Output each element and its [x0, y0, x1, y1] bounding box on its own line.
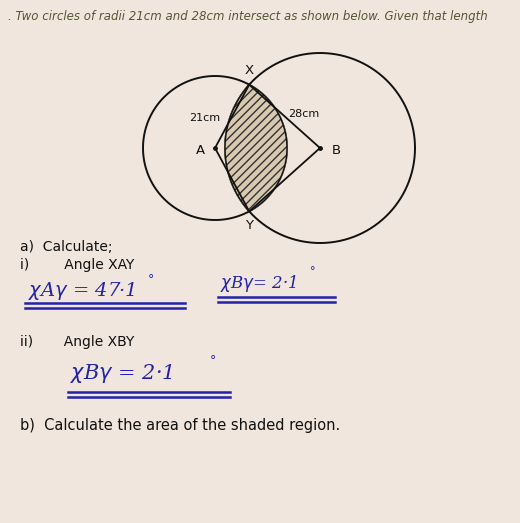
Text: 21cm: 21cm — [189, 113, 220, 123]
Text: 28cm: 28cm — [289, 109, 320, 119]
Text: b)  Calculate the area of the shaded region.: b) Calculate the area of the shaded regi… — [20, 418, 340, 433]
Text: . Two circles of radii 21cm and 28cm intersect as shown below. Given that length: . Two circles of radii 21cm and 28cm int… — [8, 10, 488, 23]
Polygon shape — [225, 85, 287, 211]
Text: ii)       Angle XBY: ii) Angle XBY — [20, 335, 134, 349]
Text: X: X — [244, 64, 254, 77]
Text: °: ° — [210, 354, 216, 367]
Text: a)  Calculate;: a) Calculate; — [20, 240, 112, 254]
Text: $\chi$A$\gamma$ = 47·1: $\chi$A$\gamma$ = 47·1 — [28, 280, 135, 302]
Text: A: A — [196, 143, 205, 156]
Text: $\chi$B$\gamma$= 2·1: $\chi$B$\gamma$= 2·1 — [220, 273, 297, 294]
Text: i)        Angle XAY: i) Angle XAY — [20, 258, 134, 272]
Text: B: B — [332, 143, 341, 156]
Text: °: ° — [148, 273, 154, 286]
Text: $\chi$B$\gamma$ = 2·1: $\chi$B$\gamma$ = 2·1 — [70, 362, 173, 385]
Text: Y: Y — [245, 219, 253, 232]
Text: °: ° — [310, 266, 316, 276]
